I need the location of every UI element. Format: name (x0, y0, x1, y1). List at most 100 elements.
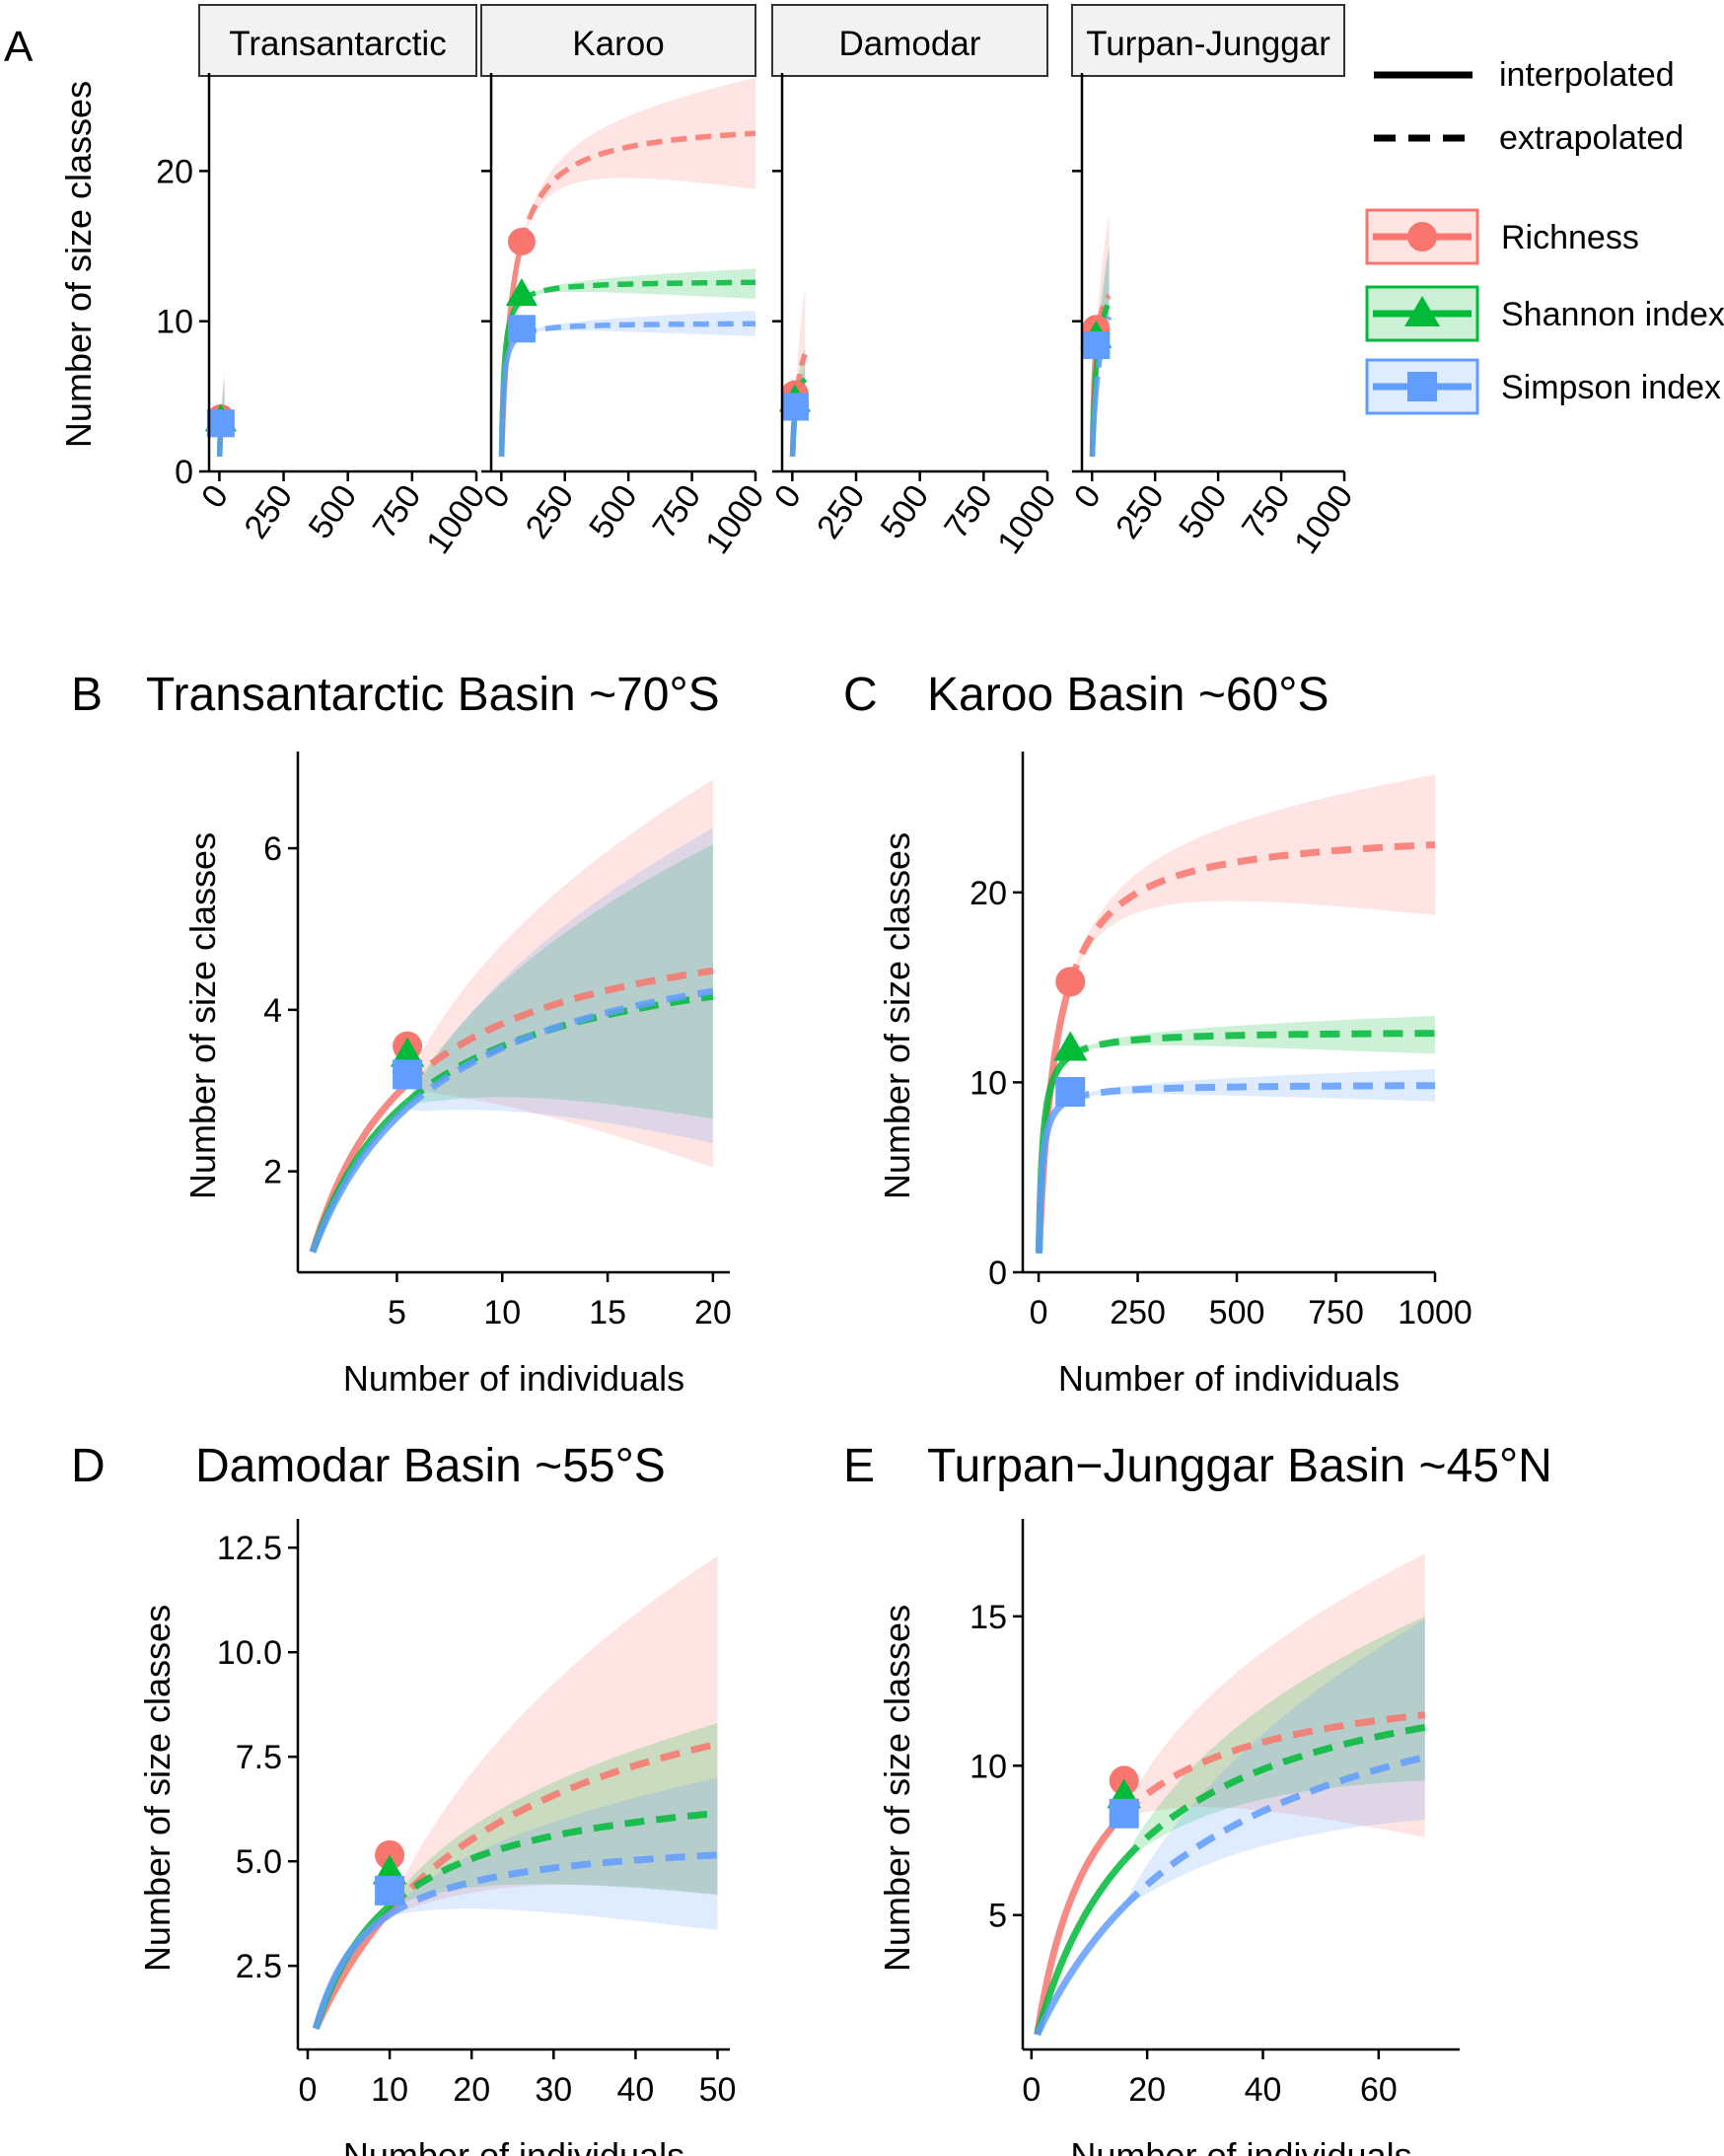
simpson-observed-point (507, 315, 536, 343)
y-tick-label: 10.0 (217, 1634, 282, 1672)
x-tick-label: 250 (810, 478, 873, 545)
legend-item-shannon: Shannon index (1365, 285, 1724, 342)
chart-title-c: Karoo Basin ~60°S (927, 669, 1329, 721)
x-tick-label: 20 (1128, 2071, 1166, 2109)
x-tick-label: 15 (589, 1294, 626, 1331)
simpson-confidence-band (316, 1777, 718, 2029)
x-tick-label: 750 (1308, 1294, 1364, 1331)
y-tick-label: 10 (156, 304, 193, 341)
y-tick-label: 0 (175, 454, 193, 491)
shannon-confidence-band (1092, 246, 1110, 457)
shannon-interpolated-line (1034, 1858, 1127, 2036)
x-tick-label: 250 (1110, 1294, 1166, 1331)
legend-label: Shannon index (1501, 296, 1724, 333)
simpson-extrapolated-line (520, 321, 755, 338)
facet-strip-label: Damodar (839, 25, 981, 63)
shannon-extrapolated-line (1068, 1030, 1436, 1059)
panel-C: 0 250 500 750 1000 0 10 20 (970, 752, 1473, 1331)
x-tick-label: 0 (1022, 2071, 1041, 2109)
x-tick-label: 500 (582, 478, 645, 545)
simpson-confidence-band (1039, 1068, 1435, 1254)
y-tick-label: 7.5 (236, 1739, 282, 1776)
richness-extrapolated-line (1093, 293, 1112, 346)
shannon-observed-point (505, 278, 539, 307)
legend-extrapolated-label: extrapolated (1499, 119, 1684, 157)
x-tick-label: 1000 (698, 478, 772, 561)
y-tick-label: 10 (970, 1064, 1007, 1102)
x-tick-label: 30 (535, 2071, 572, 2109)
x-tick-label: 500 (302, 478, 365, 545)
simpson-observed-point (206, 409, 235, 438)
richness-observed-point (507, 227, 536, 255)
legend-interpolated-label: interpolated (1499, 56, 1675, 94)
richness-confidence-band (501, 78, 755, 457)
y-tick-label: 15 (970, 1599, 1007, 1636)
y-tick-label: 12.5 (217, 1530, 282, 1567)
triangle-marker-icon (1404, 296, 1440, 326)
y-tick-label: 2 (263, 1154, 282, 1191)
richness-extrapolated-line (404, 967, 714, 1087)
x-tick-label: 750 (645, 478, 708, 545)
facet-strip-box (198, 4, 477, 77)
y-tick-label: 6 (263, 830, 282, 868)
simpson-extrapolated-line (1121, 1754, 1426, 1909)
facet-strip-box (480, 4, 756, 77)
shannon-confidence-band (1039, 1016, 1435, 1254)
y-tick-label: 20 (156, 153, 193, 190)
shannon-extrapolated-line (1093, 301, 1113, 370)
x-tick-label: 1000 (990, 478, 1064, 561)
facet-strip-box (771, 4, 1048, 77)
simpson-observed-point (1082, 331, 1111, 360)
simpson-observed-point (393, 1059, 423, 1090)
x-tick-label: 0 (767, 478, 809, 515)
y-tick-label: 2.5 (236, 1948, 282, 1985)
richness-extrapolated-line (792, 353, 808, 415)
panel-B: 5 10 15 20 2 4 6 (263, 752, 732, 1331)
chart-title-d: Damodar Basin ~55°S (195, 1440, 666, 1492)
simpson-observed-point (375, 1875, 405, 1905)
axis-label-y-c: Number of size classes (877, 832, 917, 1199)
x-tick-label: 0 (299, 2071, 318, 2109)
x-tick-label: 500 (1172, 478, 1235, 545)
richness-extrapolated-line (1121, 1711, 1426, 1817)
panel-letter-c: C (843, 669, 878, 721)
panel-E: 0 20 40 60 5 10 15 (970, 1519, 1460, 2109)
x-tick-label: 10 (371, 2071, 408, 2109)
shannon-confidence-band (1037, 1616, 1425, 2035)
shannon-observed-point (1052, 1031, 1088, 1061)
facet-strip-3: Turpan-Junggar (1071, 4, 1345, 77)
simpson-observed-point (1109, 1798, 1139, 1829)
richness-extrapolated-line (519, 130, 756, 244)
legend-label: Simpson index (1501, 369, 1721, 406)
x-tick-label: 750 (366, 478, 429, 545)
panel-letter-d: D (71, 1440, 106, 1492)
legend-label: Richness (1501, 219, 1639, 256)
simpson-observed-point (780, 393, 809, 421)
panel-letter-e: E (843, 1440, 875, 1492)
richness-confidence-band (1037, 1553, 1425, 2035)
x-tick-label: 500 (874, 478, 937, 545)
simpson-interpolated-line (789, 414, 798, 457)
y-tick-label: 20 (970, 875, 1007, 912)
richness-confidence-band (313, 779, 713, 1253)
panel-letter-b: B (71, 669, 103, 721)
shannon-extrapolated-line (520, 279, 756, 303)
legend-item-simpson: Simpson index (1365, 358, 1721, 415)
simpson-observed-point (1055, 1077, 1086, 1108)
richness-interpolated-line (309, 1081, 410, 1254)
shannon-extrapolated-line (387, 1810, 718, 1908)
x-tick-label: 10 (483, 1294, 521, 1331)
chart-title-b: Transantarctic Basin ~70°S (146, 669, 720, 721)
shannon-observed-point (390, 1037, 425, 1067)
simpson-extrapolated-line (388, 1851, 718, 1918)
y-tick-label: 10 (970, 1748, 1007, 1785)
x-tick-label: 1000 (1287, 478, 1361, 561)
simpson-interpolated-line (309, 1105, 410, 1254)
richness-observed-point (1055, 967, 1086, 997)
panel-D: 0 10 20 30 40 50 2.5 5.0 7.5 10.0 12.5 (217, 1519, 736, 2109)
axis-label-y-d: Number of size classes (137, 1605, 178, 1972)
